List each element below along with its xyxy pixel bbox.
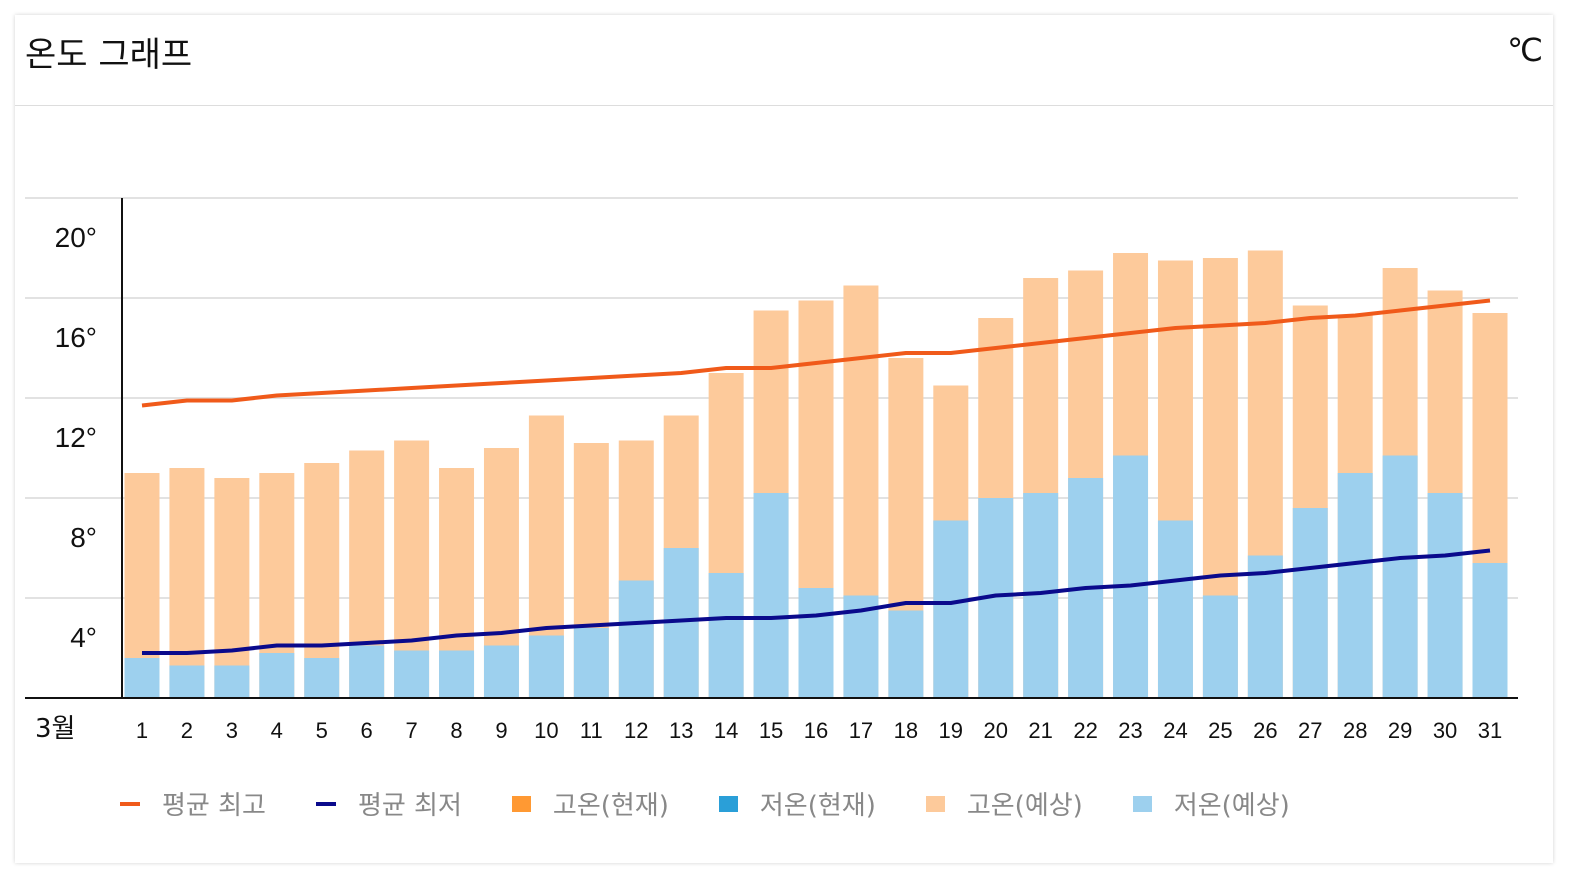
x-tick-label: 23 [1118, 718, 1142, 743]
legend-item[interactable]: 고온(현재) [511, 785, 669, 822]
bar-low-forecast [1292, 508, 1328, 698]
x-tick-label: 14 [714, 718, 738, 743]
chart-plot: 4°8°12°16°20°3월 1 2 3 4 5 6 7 8 9 10 11 12 13 14 15 16 17… [25, 197, 1518, 744]
x-tick-label: 13 [669, 718, 693, 743]
bar-low-forecast [798, 588, 834, 698]
x-tick-label: 30 [1433, 718, 1457, 743]
x-tick-label: 4 [271, 718, 283, 743]
legend-label: 고온(현재) [552, 791, 669, 821]
x-tick-label: 15 [759, 718, 783, 743]
x-tick-label: 18 [894, 718, 918, 743]
x-axis-label: 3월 [35, 714, 75, 744]
x-tick-label: 21 [1028, 718, 1052, 743]
x-tick-label: 8 [450, 718, 462, 743]
chart-legend: 평균 최고 평균 최저 고온(현재) 저온(현재) 고온(예상) 저온(예상) [120, 785, 1340, 822]
x-tick-label: 2 [181, 718, 193, 743]
x-tick-label: 20 [983, 718, 1007, 743]
bar-high-forecast [169, 468, 205, 698]
temperature-chart-card: 4° 8° 12° 16° 20° 3월 1 2 3 4 5 6 7 8 9 10 11 12 13 14 15 16 17… [15, 15, 1553, 863]
y-tick-label: 20° [55, 222, 97, 253]
legend-item[interactable]: 평균 최고 [120, 785, 266, 822]
x-tick-label: 12 [624, 718, 648, 743]
legend-swatch [718, 795, 738, 812]
legend-swatch [925, 795, 945, 812]
legend-label: 저온(예상) [1173, 791, 1290, 821]
bar-low-forecast [214, 665, 250, 698]
y-tick-label: 16° [55, 322, 97, 353]
x-tick-label: 31 [1478, 718, 1502, 743]
bar-low-forecast [933, 520, 969, 698]
bar-low-forecast [304, 658, 340, 698]
x-tick-label: 26 [1253, 718, 1277, 743]
legend-swatch [315, 801, 336, 806]
x-tick-label: 19 [939, 718, 963, 743]
unit-label: ℃ [1507, 31, 1543, 69]
x-tick-label: 27 [1298, 718, 1322, 743]
legend-item[interactable]: 고온(예상) [925, 785, 1083, 822]
line-avg-low [142, 548, 1491, 655]
x-tick-label: 9 [495, 718, 507, 743]
bar-low-forecast [1157, 520, 1193, 698]
bar-low-forecast [708, 573, 744, 698]
x-tick-label: 24 [1163, 718, 1187, 743]
bar-low-forecast [618, 580, 654, 698]
line-avg-high [141, 298, 1491, 408]
bar-low-forecast [1472, 563, 1508, 698]
bar-low-forecast [124, 658, 160, 698]
legend-item[interactable]: 저온(현재) [718, 785, 876, 822]
x-tick-label: 16 [804, 718, 828, 743]
bar-low-forecast [528, 635, 564, 698]
bar-low-forecast [349, 645, 385, 698]
card-header: 온도 그래프 ℃ [15, 15, 1553, 106]
legend-swatch [511, 795, 531, 812]
bar-high-forecast [214, 478, 250, 698]
bar-low-forecast [439, 650, 475, 698]
x-tick-label: 22 [1073, 718, 1097, 743]
chart-title: 온도 그래프 [25, 35, 193, 75]
legend-label: 저온(현재) [759, 791, 876, 821]
x-tick-label: 7 [405, 718, 417, 743]
x-tick-label: 25 [1208, 718, 1232, 743]
bar-low-forecast [1427, 493, 1463, 698]
legend-label: 평균 최고 [162, 791, 266, 821]
legend-item[interactable]: 저온(예상) [1132, 785, 1290, 822]
y-tick-label: 8° [70, 522, 97, 553]
y-tick-label: 12° [55, 422, 97, 453]
bar-low-forecast [1202, 595, 1238, 698]
legend-label: 평균 최저 [357, 791, 462, 821]
x-tick-label: 11 [580, 718, 603, 743]
x-tick-label: 1 [136, 718, 148, 743]
x-tick-label: 3 [226, 718, 238, 743]
bar-low-forecast [1382, 455, 1418, 698]
legend-label: 고온(예상) [966, 791, 1083, 821]
legend-item[interactable]: 평균 최저 [315, 785, 462, 822]
x-tick-label: 28 [1343, 718, 1367, 743]
bar-low-forecast [259, 653, 295, 698]
bar-low-forecast [1247, 555, 1283, 698]
bar-low-forecast [483, 645, 519, 698]
bar-low-forecast [169, 665, 205, 698]
x-tick-label: 10 [534, 718, 558, 743]
bar-low-forecast [1113, 455, 1149, 698]
bar-low-forecast [394, 650, 430, 698]
legend-swatch [120, 801, 140, 806]
y-tick-label: 4° [70, 622, 97, 653]
bar-low-forecast [573, 628, 609, 698]
x-tick-label: 29 [1388, 718, 1412, 743]
x-tick-label: 17 [849, 718, 873, 743]
bar-low-forecast [753, 493, 789, 698]
legend-swatch [1132, 795, 1152, 812]
bar-low-forecast [1337, 473, 1373, 698]
x-tick-label: 6 [361, 718, 373, 743]
bar-low-forecast [888, 610, 924, 698]
x-tick-label: 5 [316, 718, 328, 743]
